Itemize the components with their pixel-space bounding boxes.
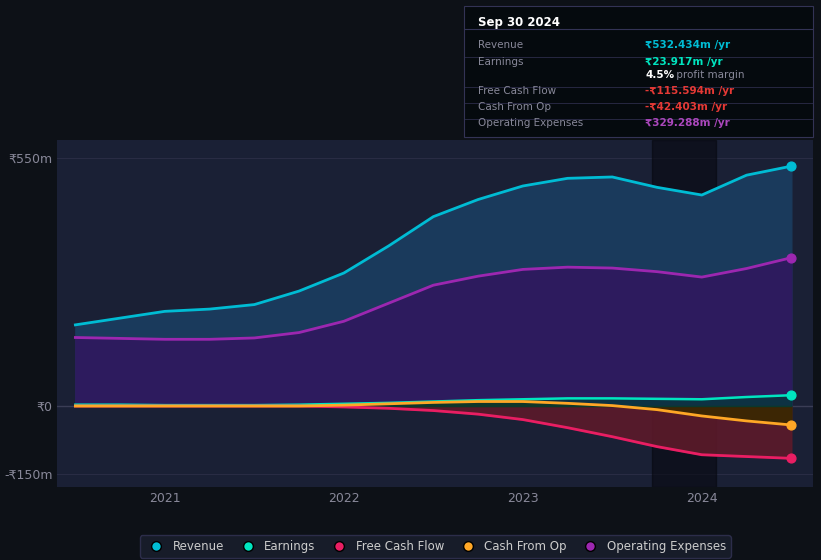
Text: ₹532.434m /yr: ₹532.434m /yr <box>645 40 731 50</box>
Text: Earnings: Earnings <box>478 57 523 67</box>
Text: -₹115.594m /yr: -₹115.594m /yr <box>645 86 735 96</box>
Text: Operating Expenses: Operating Expenses <box>478 118 583 128</box>
Bar <box>652 140 716 487</box>
Text: ₹23.917m /yr: ₹23.917m /yr <box>645 57 723 67</box>
Point <box>785 454 798 463</box>
Text: Free Cash Flow: Free Cash Flow <box>478 86 556 96</box>
Point <box>785 421 798 430</box>
Point <box>785 391 798 400</box>
Text: Cash From Op: Cash From Op <box>478 102 551 112</box>
Text: 4.5%: 4.5% <box>645 71 674 80</box>
Text: Sep 30 2024: Sep 30 2024 <box>478 16 560 29</box>
Text: profit margin: profit margin <box>673 71 745 80</box>
Text: ₹329.288m /yr: ₹329.288m /yr <box>645 118 730 128</box>
FancyBboxPatch shape <box>464 6 813 137</box>
Text: -₹42.403m /yr: -₹42.403m /yr <box>645 102 727 112</box>
Text: Revenue: Revenue <box>478 40 523 50</box>
Point <box>785 162 798 171</box>
Point <box>785 253 798 262</box>
Legend: Revenue, Earnings, Free Cash Flow, Cash From Op, Operating Expenses: Revenue, Earnings, Free Cash Flow, Cash … <box>140 535 731 558</box>
